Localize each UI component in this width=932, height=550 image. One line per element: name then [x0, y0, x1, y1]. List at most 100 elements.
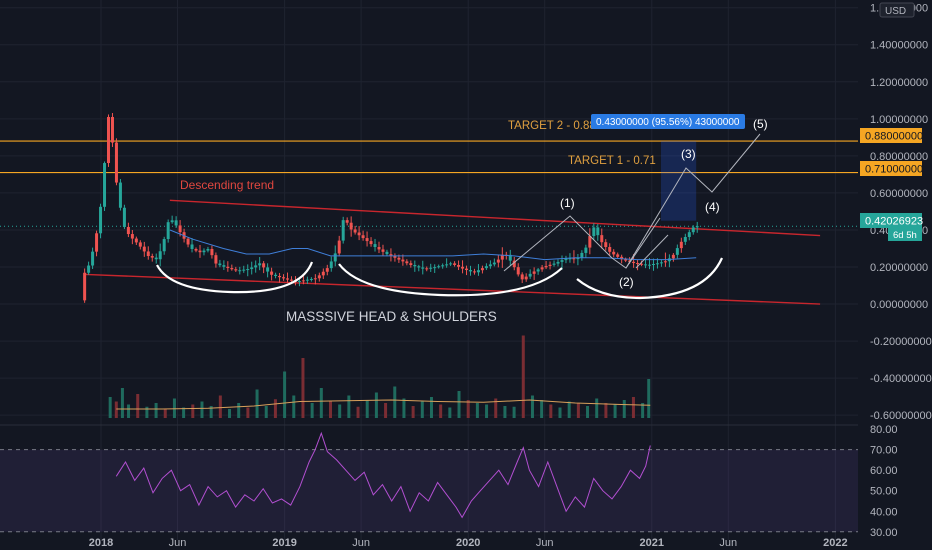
head-arc: [338, 263, 563, 297]
candle-body: [274, 274, 278, 276]
measure-tooltip-bg: [591, 114, 745, 129]
candle-body: [321, 271, 325, 276]
candle-body: [114, 142, 118, 183]
lower-trend-line: [85, 273, 821, 305]
candle-body: [270, 271, 274, 275]
candle-body: [242, 269, 246, 271]
candle-body: [325, 268, 329, 272]
currency-button[interactable]: USD: [885, 6, 906, 17]
candle-body: [341, 220, 345, 241]
candle-body: [500, 254, 504, 260]
price-tick-label-5: 0.60000000: [870, 188, 928, 200]
time-tick-label-5: Jun: [536, 537, 554, 549]
volume-bar: [145, 406, 149, 418]
descending-trend-label: Descending trend: [180, 178, 274, 192]
candle-body: [480, 268, 484, 271]
currency-button-bg[interactable]: [879, 2, 915, 18]
candle-body: [186, 238, 190, 245]
candle-body: [286, 278, 290, 280]
candle-body: [604, 242, 608, 248]
candle-body: [441, 265, 445, 267]
candle-body: [659, 262, 663, 264]
candle-body: [142, 246, 146, 252]
candle-body: [644, 264, 648, 266]
candle-body: [472, 271, 476, 273]
candle-body: [110, 116, 114, 143]
channel-line-b: [635, 234, 669, 269]
candle-body: [564, 258, 568, 261]
price-tick-label-1: 1.40000000: [870, 40, 928, 52]
right-shoulder-arc: [576, 257, 724, 300]
candle-body: [453, 263, 457, 265]
time-tick-label-4: 2020: [456, 537, 480, 549]
volume-bar: [586, 406, 590, 418]
candle-body: [174, 220, 178, 226]
candle-body: [222, 265, 226, 267]
candle-body: [230, 268, 234, 270]
candle-body: [377, 247, 381, 250]
volume-bar: [558, 407, 562, 418]
candle-body: [278, 275, 282, 278]
volume-bar: [108, 397, 112, 418]
candle-body: [663, 261, 667, 263]
volume-bar: [641, 403, 645, 418]
candle-body: [150, 256, 154, 258]
candle-body: [126, 227, 130, 235]
candle-body: [194, 248, 198, 251]
candle-body: [389, 254, 393, 256]
candle-body: [313, 278, 317, 280]
volume-bar: [466, 400, 470, 418]
candle-body: [580, 252, 584, 258]
candle-body: [138, 242, 142, 247]
candle-body: [365, 238, 369, 242]
candle-body: [87, 265, 91, 273]
candle-body: [655, 263, 659, 265]
volume-bar: [457, 391, 461, 418]
candle-body: [134, 238, 138, 243]
countdown-badge-bg: [888, 228, 922, 241]
candle-body: [282, 277, 286, 279]
candle-body: [616, 254, 620, 257]
candle-body: [95, 233, 99, 252]
candle-body: [309, 278, 313, 280]
volume-bar: [439, 404, 443, 418]
volume-bar: [549, 404, 553, 418]
candle-body: [202, 250, 206, 253]
candle-body: [476, 270, 480, 273]
volume-bar: [475, 403, 479, 418]
volume-bar: [347, 395, 351, 418]
candle-body: [524, 276, 528, 280]
price-tick-label-11: -0.60000000: [870, 410, 932, 422]
candle-body: [433, 267, 437, 269]
wave-projection-line: [611, 133, 761, 269]
candle-body: [317, 275, 321, 279]
candle-body: [214, 255, 218, 264]
price-tick-label-9: -0.20000000: [870, 336, 932, 348]
candle-body: [413, 265, 417, 267]
candle-body: [651, 263, 655, 265]
rsi-panel: [0, 424, 858, 533]
candle-body: [206, 248, 210, 251]
rsi-axis[interactable]: 80.00 70.00 60.00 50.00 40.00 30.00: [870, 424, 898, 539]
volume-bar: [411, 406, 415, 418]
candle-body: [405, 261, 409, 264]
candle-body: [508, 254, 512, 261]
rsi-tick-label-3: 50.00: [870, 486, 898, 498]
target2-price-badge: 0.88000000: [865, 131, 923, 143]
volume-bar: [114, 401, 118, 418]
volume-bar: [448, 407, 452, 418]
volume-ma-line: [116, 399, 651, 410]
rsi-tick-label-1: 70.00: [870, 445, 898, 457]
volume-bar: [540, 400, 544, 418]
candle-body: [429, 267, 433, 269]
volume-bar: [127, 404, 131, 418]
candle-body: [671, 254, 675, 259]
candle-body: [190, 244, 194, 249]
volume-bar: [338, 404, 342, 418]
candle-body: [425, 268, 429, 270]
candle-body: [122, 207, 126, 228]
current-price-badge: 0.42026923: [865, 216, 923, 228]
candle-body: [687, 232, 691, 238]
time-axis[interactable]: 2018 Jun 2019 Jun 2020 Jun 2021 Jun 2022: [89, 537, 848, 549]
